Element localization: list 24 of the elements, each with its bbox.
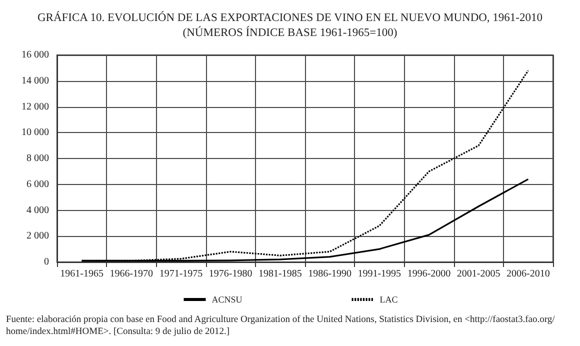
y-tick-label: 12 000: [22, 101, 49, 112]
x-tick-label: 2001-2005: [456, 268, 500, 280]
source-note: Fuente: elaboración propia con base en Food and Agriculture Organization of the United Nations, Statistics Division, en <http://faostat3.fao.org/home/index.html#HOME>. [Consulta: 9 de julio de 2012.]: [6, 315, 556, 337]
chart-title: GRÁFICA 10. EVOLUCIÓN DE LAS EXPORTACIONES DE VINO EN EL NUEVO MUNDO, 1961-2010: [37, 11, 543, 24]
y-tick-label: 16 000: [22, 50, 49, 60]
x-tick-label: 1996-2000: [407, 268, 451, 280]
x-tick-label: 1961-1965: [60, 268, 104, 280]
x-tick-label: 1966-1970: [110, 268, 154, 280]
y-tick-label: 0: [44, 256, 49, 268]
y-tick-label: 14 000: [22, 75, 49, 86]
x-tick-label: 1971-1975: [159, 268, 203, 280]
y-tick-label: 8 000: [26, 153, 49, 164]
y-tick-label: 2 000: [26, 230, 49, 242]
x-tick-label: 2006-2010: [506, 268, 550, 280]
x-tick-label: 1986-1990: [308, 268, 352, 280]
legend-label: LAC: [380, 294, 398, 304]
y-tick-label: 6 000: [26, 178, 49, 190]
x-tick-label: 1981-1985: [258, 268, 302, 280]
y-tick-label: 4 000: [26, 204, 49, 216]
y-tick-label: 10 000: [22, 127, 49, 138]
x-tick-label: 1976-1980: [208, 268, 252, 280]
x-tick-label: 1991-1995: [358, 268, 402, 280]
legend-label: ACNSU: [212, 294, 243, 304]
chart-subtitle: (NÚMEROS ÍNDICE BASE 1961-1965=100): [182, 26, 398, 39]
